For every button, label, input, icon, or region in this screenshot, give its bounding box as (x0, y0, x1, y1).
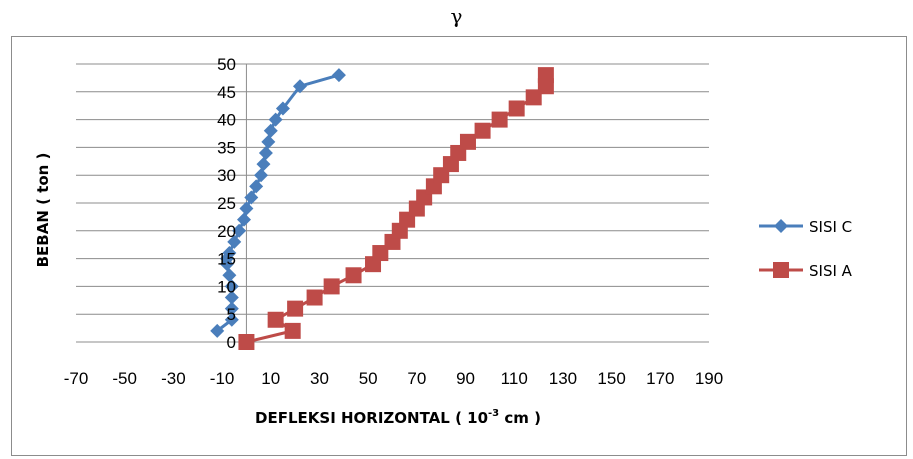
x-axis-title-main: DEFLEKSI HORIZONTAL ( 10 (255, 409, 488, 427)
x-tick-label: -10 (210, 369, 235, 388)
legend-label: SISI C (809, 218, 852, 236)
x-tick-label: 90 (456, 369, 475, 388)
data-point (267, 311, 284, 328)
x-tick-label: 190 (695, 369, 723, 388)
data-point (537, 67, 554, 84)
legend-item: SISI A (759, 262, 853, 280)
y-tick-label: 10 (217, 277, 236, 296)
x-tick-label: 150 (597, 369, 625, 388)
data-point (224, 279, 239, 294)
x-tick-label: 10 (261, 369, 280, 388)
data-point (222, 246, 237, 261)
y-tick-label: 35 (217, 138, 236, 157)
series-layer (210, 67, 554, 350)
data-point (258, 145, 273, 160)
data-point (224, 301, 239, 316)
y-tick-label: 0 (227, 333, 236, 352)
data-point (224, 290, 239, 305)
data-point (236, 212, 251, 227)
x-tick-label: 30 (310, 369, 329, 388)
data-point (306, 289, 323, 306)
x-tick-label: 50 (359, 369, 378, 388)
data-point (459, 133, 476, 150)
data-point (292, 79, 307, 94)
data-point (222, 268, 237, 283)
y-tick-label: 40 (217, 111, 236, 130)
data-point (372, 245, 389, 262)
series-sisi-c (210, 68, 346, 338)
x-tick-label: 170 (646, 369, 674, 388)
data-point (268, 112, 283, 127)
series-sisi-a (238, 67, 554, 350)
x-axis-title-tail: cm ) (499, 409, 541, 427)
legend: SISI C SISI A (759, 218, 853, 280)
legend-item: SISI C (759, 218, 852, 236)
data-point (275, 101, 290, 116)
legend-marker (774, 219, 788, 233)
data-point (345, 267, 362, 284)
y-tick-label: 30 (217, 166, 236, 185)
x-tick-label: 110 (501, 369, 528, 388)
data-point (508, 100, 525, 117)
data-point (224, 312, 239, 327)
x-tick-label: -30 (161, 369, 186, 388)
data-point (284, 322, 301, 339)
data-point (232, 223, 247, 238)
legend-marker (773, 262, 789, 278)
y-tick-label: 50 (217, 55, 236, 74)
data-point (287, 300, 304, 317)
data-point (263, 123, 278, 138)
data-point (256, 157, 271, 172)
data-point (525, 89, 542, 106)
x-tick-label: -70 (64, 369, 89, 388)
grid-lines (76, 63, 709, 343)
page-symbol-gamma: γ (450, 4, 463, 28)
data-point (254, 168, 269, 183)
x-axis-title: DEFLEKSI HORIZONTAL ( 10-3 cm ) (255, 408, 541, 427)
y-tick-label: 15 (217, 250, 236, 269)
y-axis-title: BEBAN ( ton ) (34, 153, 52, 268)
line-chart: 0 5 10 15 20 25 30 35 40 45 50 -70 -50 -30 -10 10 30 50 70… (34, 55, 853, 427)
data-point (249, 179, 264, 194)
data-point (491, 111, 508, 128)
data-point (239, 201, 254, 216)
data-point (323, 278, 340, 295)
legend-label: SISI A (809, 262, 853, 280)
data-point (210, 323, 225, 338)
data-point (474, 122, 491, 139)
x-tick-label: 70 (407, 369, 426, 388)
y-tick-label: 45 (217, 83, 236, 102)
data-point (244, 190, 259, 205)
x-axis-title-superscript: -3 (488, 408, 499, 419)
data-point (261, 134, 276, 149)
y-tick-label: 5 (227, 305, 236, 324)
data-point (331, 68, 346, 83)
tick-labels: 0 5 10 15 20 25 30 35 40 45 50 -70 -50 -30 -10 10 30 50 70… (64, 55, 723, 388)
data-point (227, 234, 242, 249)
y-tick-label: 25 (217, 194, 236, 213)
x-tick-label: 130 (549, 369, 577, 388)
data-point (238, 334, 255, 350)
chart-area: 0 5 10 15 20 25 30 35 40 45 50 -70 -50 -30 -10 10 30 50 70… (11, 36, 907, 456)
x-tick-label: -50 (112, 369, 137, 388)
y-tick-label: 20 (217, 222, 236, 241)
